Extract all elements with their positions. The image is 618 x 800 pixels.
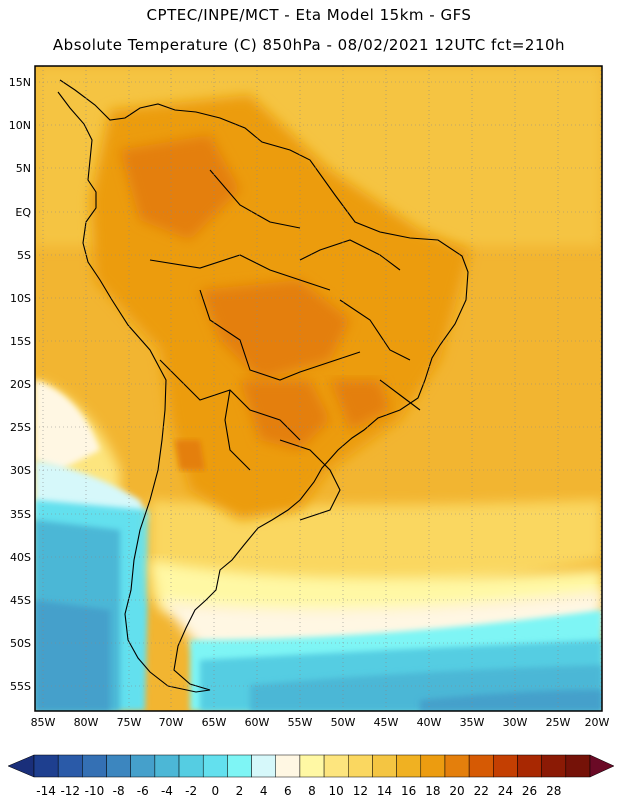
colorbar-label: 10: [329, 784, 344, 798]
lat-label: 15S: [10, 335, 31, 348]
lon-label: 45W: [374, 716, 399, 729]
colorbar-label: 26: [522, 784, 537, 798]
lat-label: 35S: [10, 508, 31, 521]
colorbar-swatch: [299, 754, 325, 778]
colorbar-label: -14: [36, 784, 56, 798]
lon-label: 75W: [117, 716, 142, 729]
temperature-field: [35, 66, 602, 711]
lat-label: 15N: [9, 76, 31, 89]
lat-lon-grid: [35, 66, 602, 711]
colorbar-swatch: [468, 754, 494, 778]
lon-label: 60W: [245, 716, 270, 729]
colorbar-label: 24: [498, 784, 513, 798]
colorbar-label: -2: [185, 784, 197, 798]
colorbar-label: -4: [161, 784, 173, 798]
colorbar-swatch: [517, 754, 542, 778]
colorbar-label: 20: [449, 784, 464, 798]
colorbar-label: -6: [137, 784, 149, 798]
colorbar-label: 8: [308, 784, 316, 798]
lon-label: 55W: [288, 716, 313, 729]
colorbar-swatch: [444, 754, 470, 778]
colorbar-swatch: [493, 754, 518, 778]
colorbar-label: 6: [284, 784, 292, 798]
colorbar-swatch: [202, 754, 228, 778]
colorbar-swatch: [57, 754, 83, 778]
lon-label: 80W: [74, 716, 99, 729]
lat-label: EQ: [15, 206, 31, 219]
colorbar-label: 14: [377, 784, 392, 798]
colorbar-swatch: [372, 754, 397, 778]
colorbar-swatch: [82, 754, 107, 778]
lon-label: 65W: [202, 716, 227, 729]
lat-label: 10N: [9, 119, 31, 132]
colorbar-swatch: [565, 754, 591, 778]
colorbar-swatch: [106, 754, 131, 778]
longitude-axis: 85W 80W 75W 70W 65W 60W 55W 50W 45W 40W …: [31, 716, 610, 729]
coastline: [57, 79, 469, 693]
colorbar-label: -12: [60, 784, 80, 798]
colorbar-label: -8: [113, 784, 125, 798]
lat-label: 5S: [17, 249, 31, 262]
colorbar-swatch: [396, 754, 422, 778]
colorbar-swatch: [251, 754, 276, 778]
colorbar-swatch: [178, 754, 204, 778]
colorbar-labels: -14 -12 -10 -8 -6 -4 -2 0 2 4 6 8 10 12 14 16 18 20 22 24 26…: [36, 784, 561, 798]
chart-title-line-1: CPTEC/INPE/MCT - Eta Model 15km - GFS: [146, 6, 472, 24]
lat-label: 20S: [10, 378, 31, 391]
lat-label: 5N: [16, 162, 31, 175]
lon-label: 20W: [585, 716, 610, 729]
colorbar-max-arrow: [589, 754, 615, 778]
lon-label: 30W: [503, 716, 528, 729]
chart-title-line-2: Absolute Temperature (C) 850hPa - 08/02/…: [52, 36, 566, 54]
lon-label: 40W: [417, 716, 442, 729]
lat-label: 30S: [10, 464, 31, 477]
lon-label: 85W: [31, 716, 56, 729]
colorbar-swatch: [348, 754, 373, 778]
colorbar-label: 16: [401, 784, 416, 798]
colorbar-label: 4: [260, 784, 268, 798]
colorbar-label: 12: [353, 784, 368, 798]
lat-label: 40S: [10, 551, 31, 564]
lon-label: 70W: [159, 716, 184, 729]
colorbar-label: -10: [85, 784, 105, 798]
lat-label: 55S: [10, 680, 31, 693]
lon-label: 35W: [460, 716, 485, 729]
lat-label: 25S: [10, 421, 31, 434]
colorbar-swatch: [130, 754, 156, 778]
colorbar-swatch: [323, 754, 349, 778]
colorbar-swatch: [420, 754, 446, 778]
colorbar-swatch: [154, 754, 180, 778]
colorbar-swatch: [541, 754, 567, 778]
colorbar-label: 0: [211, 784, 219, 798]
colorbar-label: 2: [236, 784, 244, 798]
colorbar-swatch: [227, 754, 252, 778]
lat-label: 10S: [10, 292, 31, 305]
colorbar-label: 28: [546, 784, 561, 798]
lat-label: 50S: [10, 637, 31, 650]
map-frame: [34, 65, 603, 712]
latitude-axis: 15N 10N 5N EQ 5S 10S 15S 20S 25S 30S 35S…: [9, 76, 32, 693]
colorbar-swatch: [33, 754, 59, 778]
colorbar-min-arrow: [7, 754, 35, 778]
colorbar-label: 18: [425, 784, 440, 798]
colorbar-swatch: [275, 754, 301, 778]
colorbar-label: 22: [474, 784, 489, 798]
lon-label: 50W: [331, 716, 356, 729]
colorbar: [7, 754, 615, 778]
lon-label: 25W: [546, 716, 571, 729]
lat-label: 45S: [10, 594, 31, 607]
